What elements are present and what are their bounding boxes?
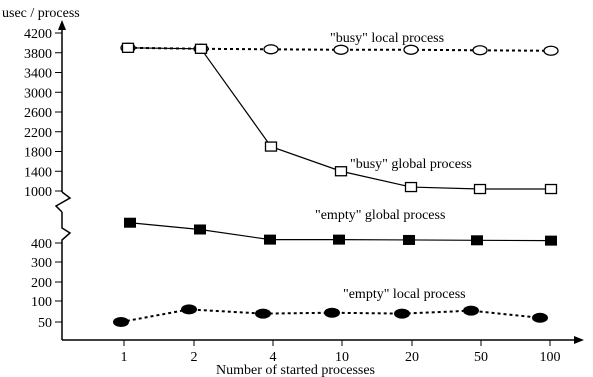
- y-tick-label: 100: [31, 295, 52, 310]
- x-tick-label: 50: [474, 350, 488, 365]
- x-ticks: 1 2 4 10 20 50 100: [121, 340, 561, 365]
- x-tick-label: 4: [270, 350, 277, 365]
- x-tick-label: 1: [121, 350, 128, 365]
- series-3: [124, 217, 557, 246]
- y-tick-label: 2600: [24, 106, 52, 121]
- y-axis-label: usec / process: [2, 6, 80, 21]
- series-2: [121, 42, 558, 195]
- y-tick-label: 3800: [24, 47, 52, 62]
- x-tick-label: 10: [335, 350, 349, 365]
- data-point: [333, 234, 345, 245]
- x-tick-label: 100: [540, 350, 561, 365]
- y-axis-break: [54, 191, 72, 213]
- data-point: [121, 42, 135, 53]
- series-layer: [113, 42, 559, 327]
- y-tick-label: 3400: [24, 67, 52, 82]
- data-point: [403, 234, 415, 245]
- data-point: [334, 166, 348, 177]
- data-point: [543, 45, 559, 56]
- y-tick-label: 2200: [24, 126, 52, 141]
- y-tick-label: 4200: [24, 27, 52, 42]
- y-tick-label: 50: [38, 316, 52, 331]
- y-tick-label: 1800: [24, 146, 52, 161]
- y-tick-label: 200: [31, 276, 52, 291]
- data-point: [255, 308, 271, 319]
- data-point: [181, 304, 197, 315]
- data-point: [473, 183, 487, 195]
- data-point: [263, 44, 279, 55]
- series-label: "empty" global process: [315, 208, 445, 223]
- y-axis-lower: [61, 212, 72, 340]
- x-tick-label: 2: [191, 350, 198, 365]
- series-label: "busy" global process: [350, 157, 472, 172]
- y-tick-label: 300: [31, 256, 52, 271]
- data-point: [404, 181, 418, 193]
- series-labels: "busy" local process "busy" global proces…: [315, 31, 472, 302]
- data-point: [324, 307, 340, 318]
- x-axis-arrow: [574, 336, 584, 344]
- data-point: [394, 308, 410, 319]
- series-label: "empty" local process: [343, 287, 466, 302]
- data-point: [194, 224, 206, 235]
- y-axis-arrow: [58, 20, 66, 30]
- data-point: [333, 44, 349, 55]
- data-point: [532, 312, 548, 323]
- data-point: [124, 217, 136, 228]
- data-point: [194, 43, 208, 54]
- data-point: [463, 305, 479, 316]
- data-point: [472, 45, 488, 56]
- data-point: [545, 235, 557, 246]
- data-point: [113, 317, 129, 327]
- x-tick-label: 20: [405, 350, 419, 365]
- data-point: [264, 141, 278, 152]
- y-tick-label: 1000: [24, 185, 52, 200]
- data-point: [264, 234, 276, 245]
- data-point: [544, 183, 558, 195]
- y-tick-label: 3000: [24, 86, 52, 101]
- data-point: [403, 44, 419, 55]
- x-axis-label: Number of started processes: [216, 363, 375, 377]
- series-4: [113, 304, 548, 327]
- data-point: [471, 235, 483, 246]
- series-label: "busy" local process: [330, 31, 444, 46]
- y-ticks: 50 100 200 300 400 1000 1400 1800 2200 2600 3000 34…: [24, 27, 62, 331]
- y-tick-label: 400: [31, 237, 52, 252]
- y-tick-label: 1400: [24, 165, 52, 180]
